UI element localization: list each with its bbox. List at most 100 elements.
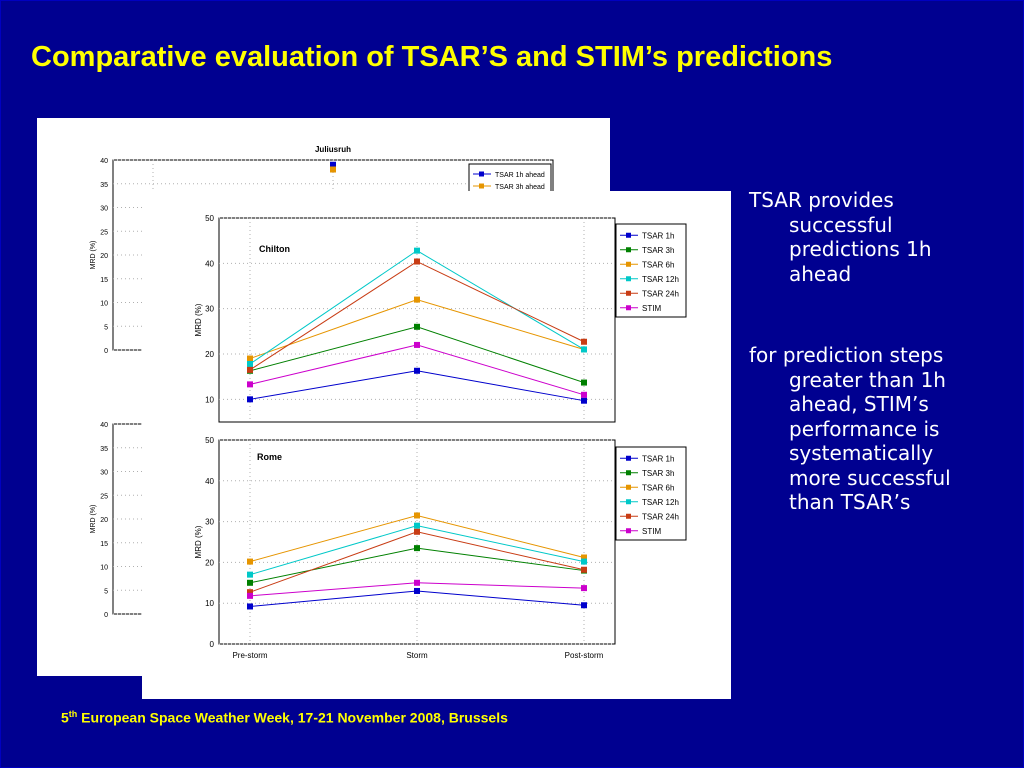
lower-back-y-tick-label: 0 — [104, 612, 108, 619]
chilton-legend-marker — [626, 290, 631, 296]
rome-data-point — [581, 585, 587, 592]
rome-data-point — [247, 579, 253, 586]
chilton-legend-label: TSAR 6h — [642, 260, 674, 269]
rome-legend-marker — [626, 470, 631, 476]
bullet-2: for prediction steps greater than 1h ahe… — [749, 343, 951, 514]
rome-legend-label: TSAR 24h — [642, 512, 679, 521]
chilton-data-point — [247, 360, 253, 367]
rome-data-point — [581, 554, 587, 561]
chilton-legend-label: STIM — [642, 304, 661, 313]
lower-back-y-tick-label: 25 — [100, 493, 108, 500]
juliusruh-legend-marker — [479, 171, 484, 177]
rome-data-point — [247, 589, 253, 596]
rome-data-point — [414, 522, 420, 529]
juliusruh-y-tick-label: 15 — [100, 277, 108, 284]
chilton-data-point — [581, 397, 587, 404]
juliusruh-chart-title: Juliusruh — [315, 145, 351, 154]
rome-legend-label: TSAR 1h — [642, 454, 674, 463]
chilton-legend-marker — [626, 232, 631, 238]
chilton-legend: TSAR 1h TSAR 3h TSAR 6h TSAR 12h TSAR 24h STI… — [615, 223, 687, 318]
chilton-legend-marker — [626, 247, 631, 253]
rome-legend-label: TSAR 3h — [642, 469, 674, 478]
juliusruh-y-tick-label: 35 — [100, 182, 108, 189]
juliusruh-legend: TSAR 1h ahead TSAR 3h ahead — [468, 163, 552, 195]
rome-y-tick-label: 30 — [205, 518, 214, 527]
rome-plot-frame — [218, 439, 616, 645]
rome-legend-label: TSAR 12h — [642, 498, 679, 507]
chilton-chart-title: Chilton — [259, 244, 290, 254]
footer-number: 5 — [61, 709, 69, 726]
chilton-data-point — [247, 355, 253, 362]
juliusruh-y-axis-label: MRD (%) — [90, 241, 97, 270]
lower-back-y-axis-label: MRD (%) — [90, 505, 97, 534]
juliusruh-legend-box — [468, 163, 552, 195]
chilton-y-tick-label: 50 — [205, 214, 214, 223]
lower-back-y-tick-label: 10 — [100, 565, 108, 572]
rome-legend-marker — [626, 513, 631, 519]
rome-legend: TSAR 1h TSAR 3h TSAR 6h TSAR 12h TSAR 24h STI… — [615, 446, 687, 541]
juliusruh-y-tick-label: 40 — [100, 158, 108, 165]
lower-back-y-tick-label: 20 — [100, 517, 108, 524]
chilton-legend-label: TSAR 24h — [642, 289, 679, 298]
slide-title: Comparative evaluation of TSAR’S and STI… — [31, 41, 833, 73]
juliusruh-legend-label: TSAR 3h ahead — [495, 184, 545, 191]
chilton-legend-marker — [626, 261, 631, 267]
chilton-data-point — [247, 381, 253, 388]
rome-chart: 0 10 20 30 40 50 Pre-storm Storm Post-storm MRD (… — [194, 436, 687, 660]
juliusruh-y-tick-label: 5 — [104, 324, 108, 331]
rome-x-tick-label: Post-storm — [565, 651, 604, 660]
chilton-legend-label: TSAR 1h — [642, 231, 674, 240]
chart-panel-front: 10 20 30 40 50 MRD (%) Chilton TSAR 1h TSAR 3h TS… — [142, 191, 731, 699]
chilton-data-point — [581, 391, 587, 398]
footer-superscript: th — [68, 709, 78, 719]
chilton-legend-label: TSAR 12h — [642, 275, 679, 284]
chilton-data-point — [414, 296, 420, 303]
rome-chart-title: Rome — [257, 452, 282, 462]
rome-y-tick-label: 50 — [205, 436, 214, 445]
chilton-data-point — [414, 247, 420, 254]
chilton-data-point — [581, 346, 587, 353]
rome-legend-marker — [626, 455, 631, 461]
juliusruh-data-point — [330, 161, 336, 168]
rome-data-point — [247, 558, 253, 565]
chilton-data-point — [414, 341, 420, 348]
rome-legend-marker — [626, 528, 631, 534]
chilton-data-point — [247, 366, 253, 373]
rome-y-axis-label: MRD (%) — [194, 525, 203, 558]
chilton-y-tick-label: 20 — [205, 350, 214, 359]
rome-data-point — [414, 528, 420, 535]
juliusruh-y-tick-label: 0 — [104, 348, 108, 355]
rome-data-point — [414, 512, 420, 519]
rome-legend-box — [615, 446, 687, 541]
juliusruh-y-tick-label: 20 — [100, 253, 108, 260]
chilton-data-point — [581, 338, 587, 345]
rome-y-tick-label: 10 — [205, 599, 214, 608]
rome-data-point — [581, 558, 587, 565]
chilton-data-point — [581, 379, 587, 386]
chilton-data-point — [247, 396, 253, 403]
rome-legend-marker — [626, 484, 631, 490]
rome-data-point — [414, 579, 420, 586]
rome-legend-label: TSAR 6h — [642, 483, 674, 492]
rome-data-point — [247, 603, 253, 610]
chilton-y-axis-label: MRD (%) — [194, 303, 203, 336]
rome-y-tick-label: 0 — [210, 640, 215, 649]
chilton-legend-marker — [626, 305, 631, 311]
rome-data-point — [247, 592, 253, 599]
rome-data-point — [581, 602, 587, 609]
chilton-data-point — [414, 323, 420, 330]
lower-back-y-tick-label: 5 — [104, 588, 108, 595]
rome-legend-marker — [626, 499, 631, 505]
chilton-legend-marker — [626, 276, 631, 282]
rome-x-tick-label: Pre-storm — [232, 651, 267, 660]
bullet-1: TSAR provides successful predictions 1h … — [749, 188, 932, 286]
footer: 5th European Space Weather Week, 17-21 N… — [61, 709, 508, 726]
rome-data-point — [581, 566, 587, 573]
rome-legend-label: STIM — [642, 527, 661, 536]
rome-data-point — [247, 571, 253, 578]
rome-x-tick-label: Storm — [406, 651, 428, 660]
rome-data-point — [414, 545, 420, 552]
juliusruh-data-point — [330, 166, 336, 173]
